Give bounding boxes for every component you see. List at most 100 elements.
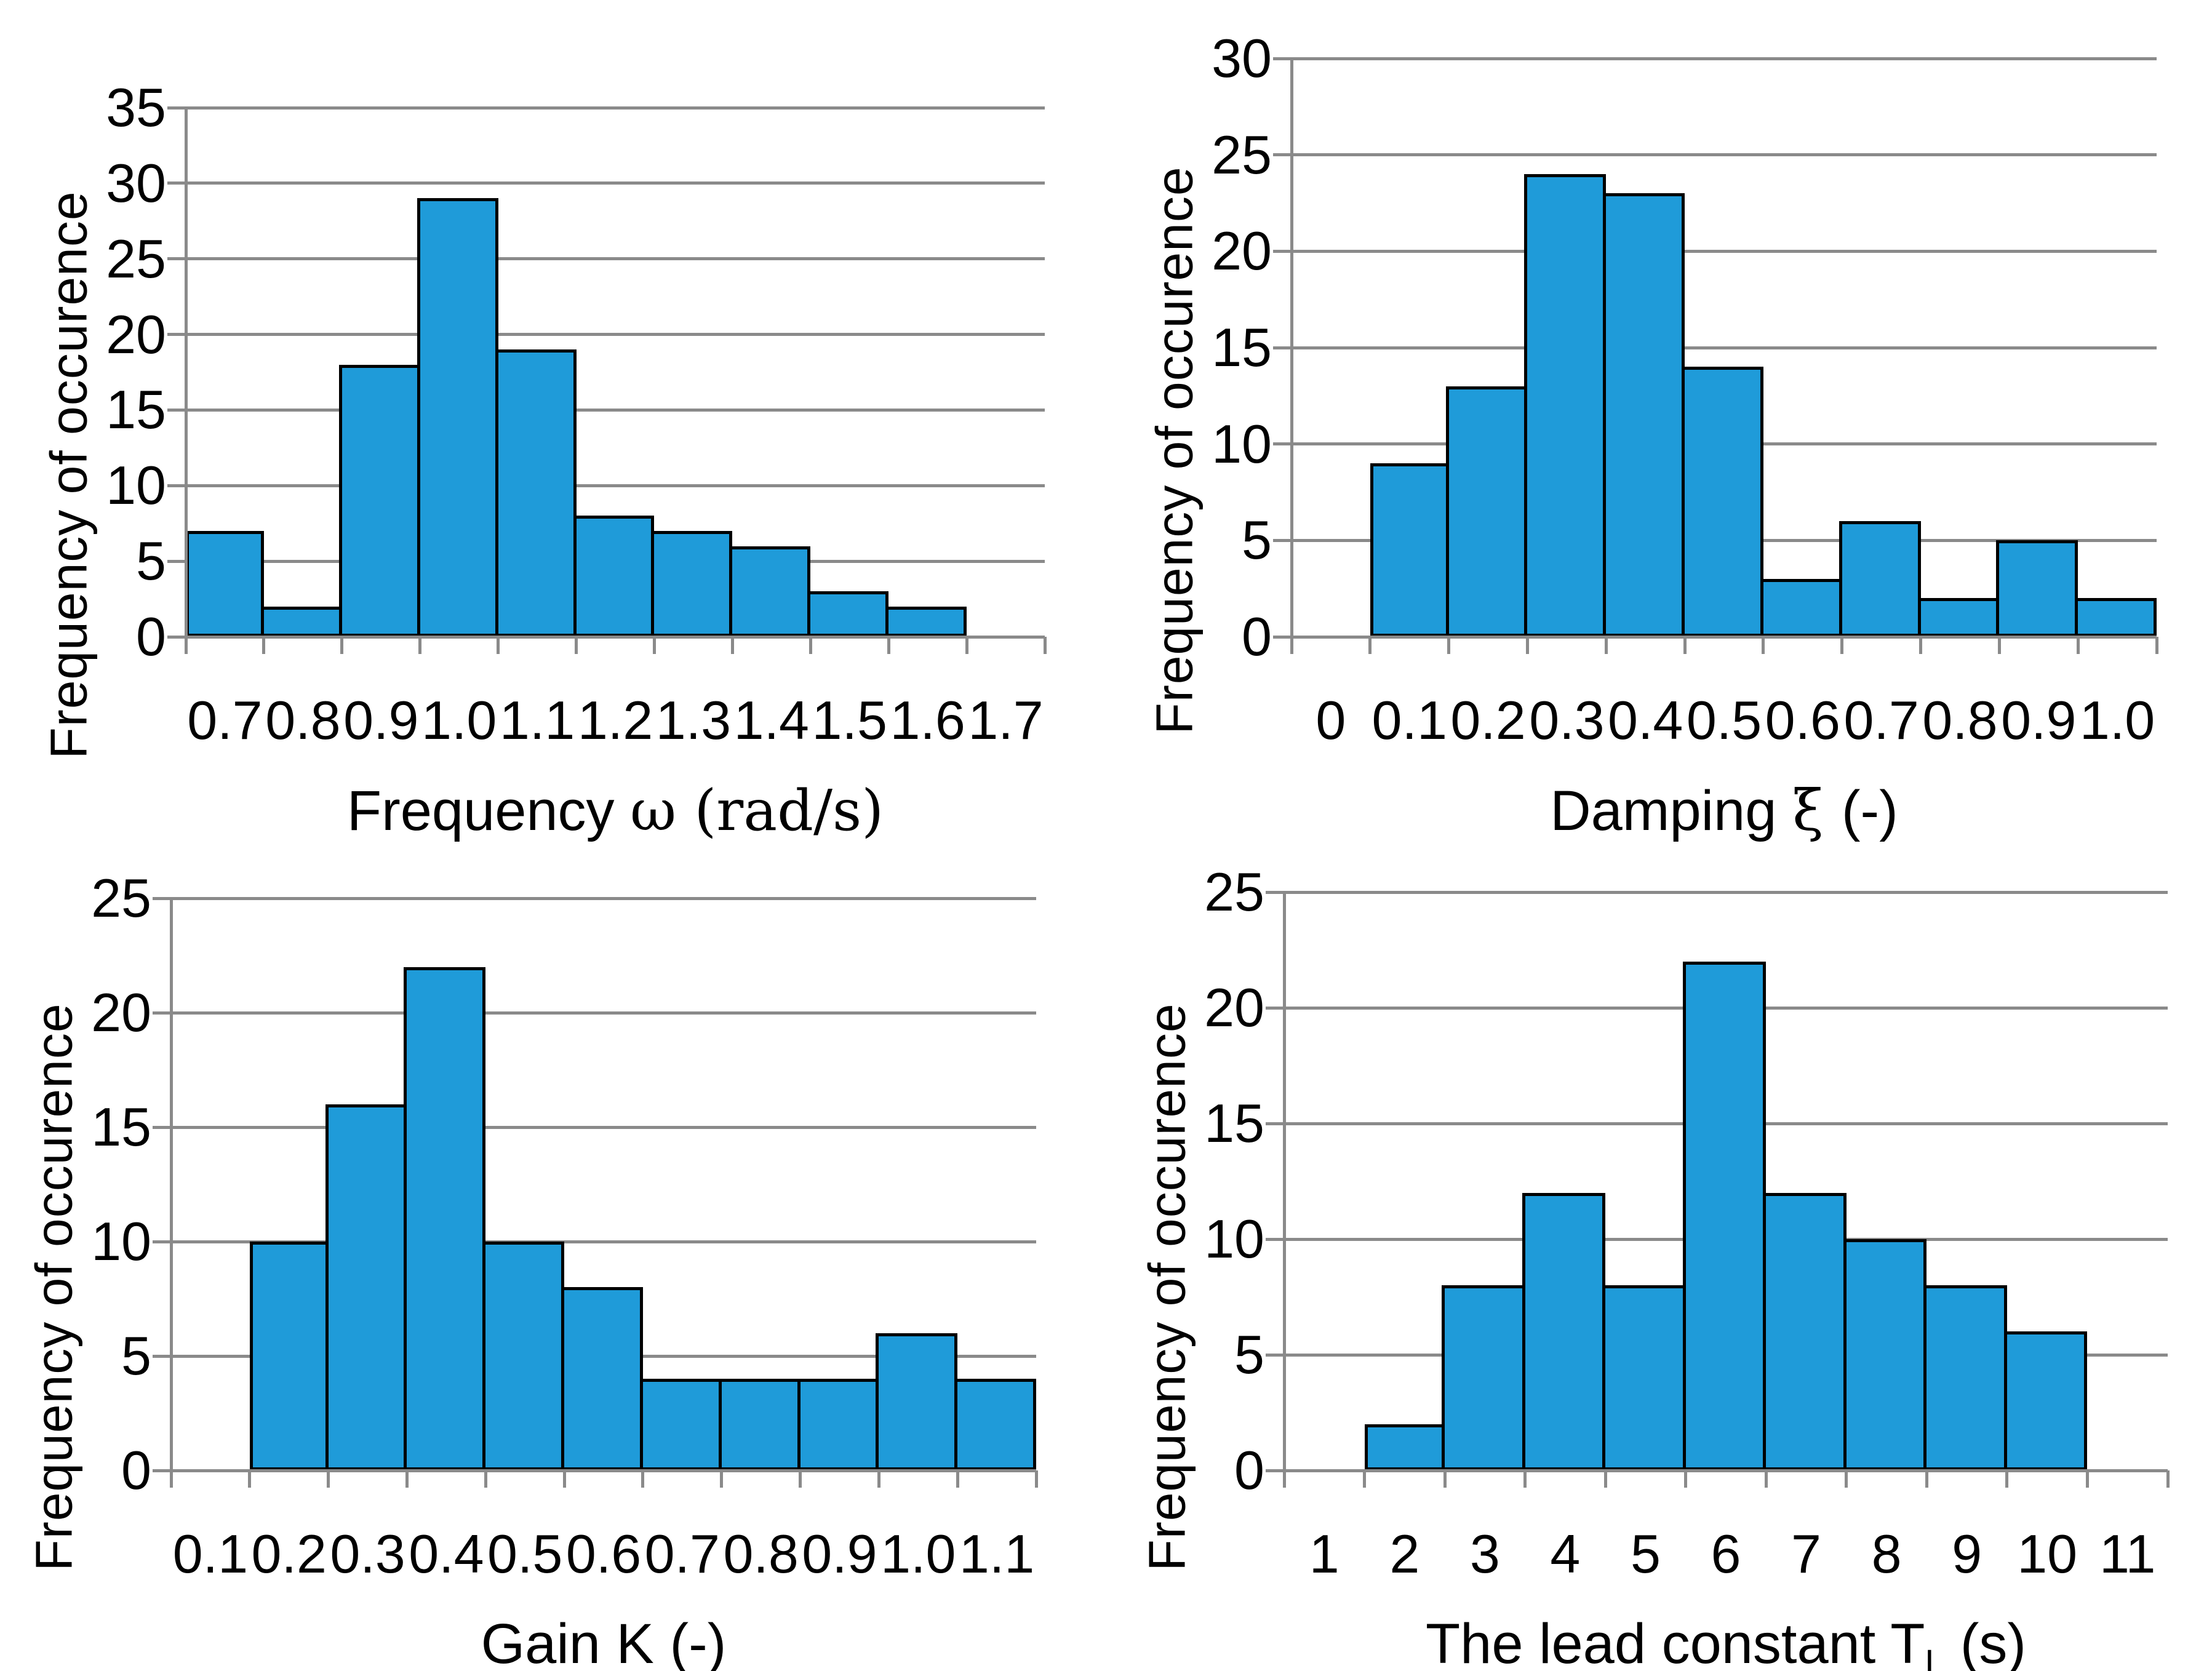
x-axis-line <box>186 635 1045 639</box>
y-axis-tick-labels: 0 5 10 15 20 25 <box>1198 865 1284 1498</box>
chart-main: 1 2 3 4 5 6 7 8 9 10 11 The lead constant TL (s) <box>1266 890 2170 1671</box>
y-tick-mark <box>153 1469 171 1472</box>
x-tick-mark <box>484 1470 487 1488</box>
gridline <box>1292 153 2157 157</box>
histogram-bar <box>729 546 811 637</box>
gridline <box>186 484 1045 487</box>
x-axis-title: The lead constant TL (s) <box>1284 1613 2168 1671</box>
y-tick-mark <box>167 333 186 337</box>
x-tick-mark <box>1684 1470 1688 1488</box>
histogram-bar <box>651 531 733 637</box>
histogram-bar <box>1445 386 1528 637</box>
histogram-bar <box>718 1379 801 1470</box>
y-axis-tick-labels: 0 5 10 15 20 25 30 35 <box>100 81 186 664</box>
y-tick-mark <box>167 181 186 185</box>
cell-bottom-left: Frequency of occurence 0 5 10 15 20 25 0.1 0.2… <box>0 836 1106 1671</box>
chart-main: 0 0.1 0.2 0.3 0.4 0.5 0.6 0.7 0.8 0.9 1.0 Damping … <box>1273 57 2158 842</box>
x-tick-mark <box>809 637 812 654</box>
histogram-bar <box>1370 463 1449 637</box>
x-axis-tick-labels: 0.7 0.8 0.9 1.0 1.1 1.2 1.3 1.4 1.5 1.6 1.7 <box>186 693 1045 760</box>
y-tick-mark <box>1266 890 1284 894</box>
y-tick-label: 15 <box>1204 1093 1264 1154</box>
x-axis-title: Frequency ω (rad/s) <box>186 780 1045 842</box>
x-axis-title-segment: Gain K (-) <box>481 1613 727 1671</box>
x-tick-mark <box>1043 637 1047 654</box>
x-tick-mark <box>184 637 188 654</box>
x-tick-mark <box>2005 1470 2009 1488</box>
x-tick-label: 9 <box>1952 1523 1982 1584</box>
histogram-bar <box>1682 367 1763 637</box>
x-tick-mark <box>1925 1470 1928 1488</box>
x-tick-label: 0.3 <box>1529 690 1605 751</box>
y-tick-label: 5 <box>1234 1324 1264 1385</box>
x-tick-mark <box>1443 1470 1447 1488</box>
x-tick-mark <box>340 637 344 654</box>
x-tick-label: 0.8 <box>723 1523 799 1584</box>
x-tick-mark <box>887 637 890 654</box>
histogram-bar <box>495 349 577 637</box>
y-axis-tick-labels: 0 5 10 15 20 25 <box>85 871 171 1498</box>
plot-area <box>167 106 1047 654</box>
histogram-bar <box>561 1287 643 1470</box>
gridline <box>186 106 1045 110</box>
histogram-bar <box>1603 193 1685 637</box>
y-tick-mark <box>167 257 186 261</box>
y-tick-mark <box>1273 442 1292 446</box>
x-tick-label: 0 <box>1316 690 1346 751</box>
x-tick-mark <box>1845 1470 1848 1488</box>
y-tick-label: 5 <box>121 1325 151 1386</box>
x-tick-label: 0.4 <box>1608 690 1683 751</box>
y-tick-mark <box>1273 346 1292 349</box>
x-tick-label: 0.9 <box>343 690 419 751</box>
x-tick-mark <box>652 637 656 654</box>
x-tick-label: 1.6 <box>890 690 965 751</box>
y-tick-label: 10 <box>106 455 166 516</box>
x-tick-mark <box>1840 637 1844 654</box>
y-tick-label: 5 <box>1242 509 1272 571</box>
y-axis-tick-labels: 0 5 10 15 20 25 30 <box>1205 31 1292 664</box>
cell-top-left: Frequency of occurence 0 5 10 15 20 25 30 35 0.… <box>0 0 1106 842</box>
y-tick-mark <box>153 1240 171 1243</box>
y-tick-mark <box>1266 1237 1284 1241</box>
plot-area <box>1273 57 2158 654</box>
x-tick-mark <box>720 1470 724 1488</box>
x-tick-mark <box>169 1470 173 1488</box>
x-axis-line <box>1292 635 2157 639</box>
x-axis-title-segment: Frequency <box>346 780 631 842</box>
x-tick-mark <box>1762 637 1765 654</box>
y-tick-label: 0 <box>1234 1440 1264 1501</box>
y-tick-mark <box>167 635 186 639</box>
x-axis-title-segment: (s) <box>1944 1613 2027 1671</box>
x-tick-label: 1.7 <box>968 690 1044 751</box>
x-tick-label: 5 <box>1630 1523 1661 1584</box>
y-tick-label: 0 <box>121 1440 151 1501</box>
x-tick-label: 0.8 <box>265 690 341 751</box>
x-tick-label: 0.7 <box>187 690 263 751</box>
x-tick-mark <box>799 1470 802 1488</box>
x-tick-label: 8 <box>1871 1523 1902 1584</box>
x-tick-mark <box>1997 637 2001 654</box>
x-tick-label: 1.0 <box>880 1523 956 1584</box>
y-axis-title-wrap: Frequency of occurence <box>38 108 100 842</box>
y-tick-mark <box>167 106 186 110</box>
x-tick-label: 7 <box>1791 1523 1822 1584</box>
x-tick-mark <box>730 637 734 654</box>
x-tick-label: 0.5 <box>487 1523 563 1584</box>
x-tick-label: 1.1 <box>959 1523 1035 1584</box>
gridline <box>171 1240 1036 1243</box>
y-tick-mark <box>167 484 186 487</box>
y-tick-mark <box>1266 1122 1284 1125</box>
x-tick-mark <box>1363 1470 1367 1488</box>
x-tick-mark <box>1447 637 1451 654</box>
histogram-bar <box>186 531 264 637</box>
x-axis-title-segment: L <box>1925 1643 1945 1671</box>
y-tick-label: 20 <box>1204 977 1264 1038</box>
y-axis-line <box>1282 890 1286 1472</box>
x-axis-line <box>171 1469 1036 1472</box>
x-tick-mark <box>2155 637 2158 654</box>
x-tick-mark <box>1034 1470 1038 1488</box>
chart-frequency-omega-histogram: Frequency of occurence 0 5 10 15 20 25 30 35 0.… <box>38 81 1106 842</box>
y-tick-label: 0 <box>136 606 166 667</box>
